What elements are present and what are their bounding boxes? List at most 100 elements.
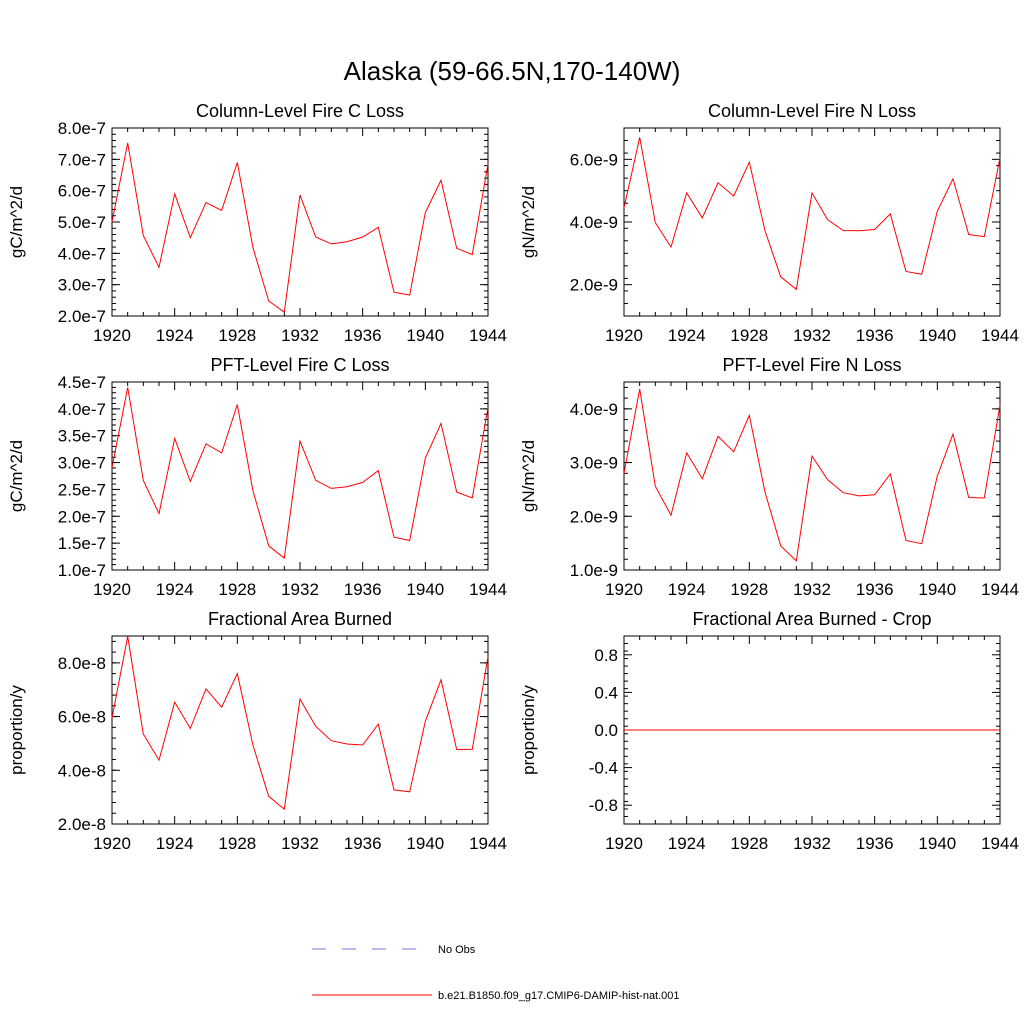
legend-label-no-obs: No Obs — [438, 944, 476, 956]
panel-title: Column-Level Fire N Loss — [708, 101, 916, 121]
x-tick-label: 1936 — [344, 834, 382, 853]
panel-2: 1920 1924 1928 1932 1936 1940 1944 2.0e-9 4.0e-9… — [519, 101, 1019, 345]
y-tick-label: 4.0e-9 — [570, 400, 618, 419]
y-tick-label: 2.5e-7 — [58, 480, 106, 499]
panel-3: 1920 1924 1928 1932 1936 1940 1944 1.0e-7 1.5e-7… — [7, 355, 507, 599]
x-tick-label: 1920 — [93, 326, 131, 345]
series-line — [111, 636, 489, 811]
panel-1: 1920 1924 1928 1932 1936 1940 1944 2.0e-7 3.0e-7… — [7, 101, 507, 345]
x-tick-label: 1932 — [793, 834, 831, 853]
y-tick-label: -0.4 — [589, 759, 618, 778]
x-tick-label: 1940 — [918, 834, 956, 853]
y-tick-label: 4.5e-7 — [58, 373, 106, 392]
x-tick-label: 1940 — [406, 834, 444, 853]
x-tick-label: 1924 — [156, 326, 194, 345]
plot-frame — [111, 635, 489, 825]
x-tick-label: 1928 — [730, 834, 768, 853]
x-tick-label: 1924 — [668, 834, 706, 853]
x-tick-label: 1924 — [668, 326, 706, 345]
y-tick-label: 4.0e-9 — [570, 213, 618, 232]
y-tick-label: 7.0e-7 — [58, 150, 106, 169]
y-tick-label: 0.4 — [594, 683, 618, 702]
y-tick-label: 0.0 — [594, 721, 618, 740]
y-tick-label: 6.0e-8 — [58, 708, 106, 727]
y-tick-label: -0.8 — [589, 796, 618, 815]
x-tick-label: 1936 — [856, 326, 894, 345]
x-tick-label: 1920 — [93, 834, 131, 853]
y-tick-label: 2.0e-7 — [58, 307, 106, 326]
x-tick-label: 1936 — [856, 580, 894, 599]
y-axis-label: gN/m^2/d — [519, 186, 538, 258]
x-tick-label: 1928 — [218, 326, 256, 345]
x-tick-label: 1944 — [469, 580, 507, 599]
y-axis-label: proportion/y — [7, 685, 26, 775]
y-tick-label: 2.0e-8 — [58, 815, 106, 834]
y-tick-label: 3.0e-9 — [570, 454, 618, 473]
x-tick-label: 1944 — [469, 326, 507, 345]
y-tick-label: 1.0e-7 — [58, 561, 106, 580]
x-tick-label: 1936 — [344, 326, 382, 345]
x-tick-label: 1932 — [793, 326, 831, 345]
x-tick-label: 1932 — [281, 580, 319, 599]
y-tick-label: 3.0e-7 — [58, 276, 106, 295]
panel-title: Fractional Area Burned - Crop — [692, 609, 931, 629]
panel-5: 1920 1924 1928 1932 1936 1940 1944 2.0e-8 4.0e-8… — [7, 609, 507, 853]
x-tick-label: 1928 — [218, 580, 256, 599]
x-tick-label: 1932 — [281, 326, 319, 345]
y-tick-label: 2.0e-7 — [58, 507, 106, 526]
y-tick-label: 3.5e-7 — [58, 427, 106, 446]
x-tick-label: 1924 — [156, 580, 194, 599]
x-tick-label: 1920 — [605, 326, 643, 345]
figure-title: Alaska (59-66.5N,170-140W) — [344, 56, 681, 86]
x-tick-label: 1944 — [981, 580, 1019, 599]
y-axis-label: gC/m^2/d — [7, 440, 26, 512]
y-tick-label: 2.0e-9 — [570, 276, 618, 295]
y-tick-label: 6.0e-9 — [570, 150, 618, 169]
y-tick-label: 6.0e-7 — [58, 182, 106, 201]
series-line — [111, 142, 489, 314]
y-tick-label: 1.0e-9 — [570, 561, 618, 580]
y-tick-label: 4.0e-7 — [58, 244, 106, 263]
x-tick-label: 1940 — [918, 580, 956, 599]
y-tick-label: 0.8 — [594, 646, 618, 665]
x-tick-label: 1924 — [668, 580, 706, 599]
y-axis-label: proportion/y — [519, 685, 538, 775]
y-tick-label: 4.0e-8 — [58, 761, 106, 780]
panel-title: PFT-Level Fire N Loss — [722, 355, 901, 375]
plot-frame — [623, 127, 1001, 317]
x-tick-label: 1928 — [730, 326, 768, 345]
y-tick-label: 1.5e-7 — [58, 534, 106, 553]
panel-4: 1920 1924 1928 1932 1936 1940 1944 1.0e-9 2.0e-9… — [519, 355, 1019, 599]
series-line — [623, 388, 1001, 562]
x-tick-label: 1944 — [981, 834, 1019, 853]
plot-frame — [111, 381, 489, 571]
x-tick-label: 1924 — [156, 834, 194, 853]
y-tick-label: 8.0e-8 — [58, 654, 106, 673]
x-tick-label: 1944 — [981, 326, 1019, 345]
panel-title: Column-Level Fire C Loss — [196, 101, 404, 121]
y-tick-label: 5.0e-7 — [58, 213, 106, 232]
legend: No Obs b.e21.B1850.f09_g17.CMIP6-DAMIP-h… — [312, 944, 680, 1002]
x-tick-label: 1928 — [218, 834, 256, 853]
x-tick-label: 1936 — [344, 580, 382, 599]
x-tick-label: 1920 — [93, 580, 131, 599]
y-tick-label: 8.0e-7 — [58, 119, 106, 138]
x-tick-label: 1928 — [730, 580, 768, 599]
x-tick-label: 1920 — [605, 580, 643, 599]
y-axis-label: gN/m^2/d — [519, 440, 538, 512]
x-tick-label: 1944 — [469, 834, 507, 853]
panels: 1920 1924 1928 1932 1936 1940 1944 2.0e-7 3.0e-7… — [7, 101, 1019, 853]
series-line — [111, 387, 489, 560]
x-tick-label: 1940 — [406, 326, 444, 345]
panel-6: 1920 1924 1928 1932 1936 1940 1944 -0.8 -0.4 0.0 0… — [519, 609, 1019, 853]
legend-label-model: b.e21.B1850.f09_g17.CMIP6-DAMIP-hist-nat… — [438, 990, 680, 1002]
panel-title: PFT-Level Fire C Loss — [210, 355, 389, 375]
series-line — [623, 137, 1001, 291]
y-tick-label: 4.0e-7 — [58, 400, 106, 419]
y-axis-label: gC/m^2/d — [7, 186, 26, 258]
x-tick-label: 1932 — [281, 834, 319, 853]
x-tick-label: 1932 — [793, 580, 831, 599]
y-tick-label: 2.0e-9 — [570, 507, 618, 526]
x-tick-label: 1920 — [605, 834, 643, 853]
